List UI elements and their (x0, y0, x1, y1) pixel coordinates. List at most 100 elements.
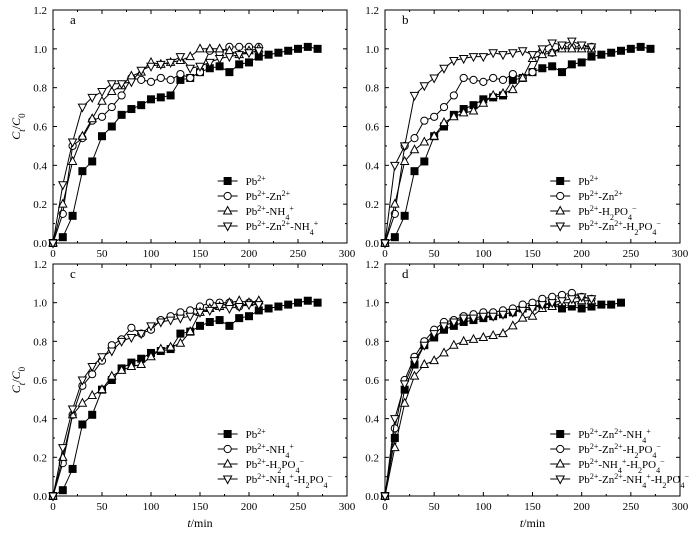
data-point (78, 167, 87, 176)
data-point (205, 318, 214, 326)
series-4 (380, 37, 597, 249)
data-point (577, 58, 586, 67)
legend-marker (556, 177, 565, 185)
data-point (469, 75, 478, 85)
data-point (517, 72, 528, 82)
x-tick-label: 250 (623, 501, 640, 513)
data-point (204, 43, 215, 53)
y-tick-label: 0.2 (365, 452, 379, 464)
data-point (409, 144, 420, 154)
data-point (390, 198, 400, 208)
data-point (517, 306, 528, 316)
data-point (165, 58, 176, 68)
data-point (577, 304, 586, 313)
data-point (88, 157, 97, 166)
x-tick-label: 250 (623, 248, 640, 260)
data-point (409, 91, 420, 101)
x-tick-label: 200 (573, 501, 590, 513)
legend-marker (556, 191, 565, 201)
data-point (98, 132, 106, 141)
legend-label: Pb2+-Zn2+ (246, 189, 291, 204)
data-point (547, 47, 558, 57)
data-point (57, 444, 68, 454)
data-point (527, 51, 538, 61)
data-point (449, 339, 459, 349)
data-point (429, 355, 439, 365)
data-point (313, 298, 322, 307)
y-axis-title: Ct/C0 (9, 366, 27, 393)
data-point (586, 295, 597, 305)
data-point (380, 239, 390, 249)
legend-marker (223, 177, 232, 185)
data-point (166, 75, 175, 85)
data-point (175, 53, 186, 63)
legend-label: Pb2+-H2PO4− (578, 204, 637, 222)
data-point (106, 347, 117, 357)
x-tick-label: 150 (524, 501, 541, 513)
data-point (165, 316, 176, 326)
legend-label: Pb2+-NH4+-H2PO4− (578, 457, 665, 475)
data-point (127, 105, 136, 114)
y-axis-title: Ct/C0 (9, 113, 27, 140)
data-point (399, 380, 410, 390)
data-point (449, 318, 459, 328)
data-point (264, 304, 273, 313)
data-point (399, 142, 410, 152)
data-point (617, 46, 625, 55)
series-line (52, 300, 318, 497)
legend: Pb2+-Zn2+-NH4+Pb2+-Zn2+-H2PO4−Pb2+-NH4+-… (550, 427, 689, 490)
data-point (245, 312, 253, 321)
data-point (498, 87, 508, 97)
x-tick-label: 0 (382, 248, 388, 260)
x-tick-label: 0 (50, 248, 56, 260)
y-tick-label: 0.4 (33, 414, 47, 426)
y-tick-label: 0.0 (33, 238, 47, 250)
data-point (478, 312, 489, 322)
x-tick-label: 50 (97, 248, 109, 260)
data-point (527, 310, 538, 320)
data-point (195, 308, 205, 318)
data-point (195, 43, 205, 53)
y-tick-label: 1.2 (365, 259, 379, 271)
data-point (558, 68, 566, 77)
data-point (498, 310, 508, 320)
data-point (410, 167, 419, 176)
legend-label: Pb2+-Zn2+-NH4+-H2PO4− (578, 472, 689, 490)
data-point (420, 157, 429, 166)
series-line (52, 46, 318, 244)
data-point (419, 358, 430, 369)
data-point (566, 37, 577, 47)
data-point (409, 357, 420, 367)
data-point (214, 55, 225, 65)
data-point (185, 51, 196, 61)
y-tick-label: 0.6 (365, 375, 379, 387)
data-point (78, 420, 87, 429)
legend-label: Pb2+-NH4+ (246, 204, 295, 222)
legend-label: Pb2+-Zn2+-H2PO4− (578, 442, 661, 460)
y-tick-label: 0.4 (33, 160, 47, 172)
data-point (235, 314, 244, 323)
panel-c: 0 50 100 150 200 250 300 0.0 0.2 0.4 0.6 0.8 1.0 1.2 c… (33, 259, 356, 513)
data-point (274, 302, 283, 311)
data-point (508, 308, 518, 318)
data-point (185, 326, 196, 336)
x-tick-label: 150 (192, 248, 209, 260)
data-point (234, 303, 245, 313)
data-point (468, 53, 479, 63)
series-line (384, 40, 592, 244)
data-point (77, 376, 88, 386)
data-point (146, 351, 156, 361)
x-tick-label: 100 (143, 501, 160, 513)
panel-letter: b (402, 12, 409, 27)
legend: Pb2+Pb2+-Zn2+Pb2+-NH4+Pb2+-Zn2+-NH4+ (217, 174, 319, 237)
data-point (196, 321, 204, 330)
x-tick-label: 100 (143, 248, 160, 260)
data-point (146, 77, 156, 86)
data-point (607, 300, 616, 309)
series-4 (48, 47, 264, 249)
data-point (67, 405, 78, 415)
data-point (156, 73, 165, 83)
data-point (58, 233, 67, 242)
data-point (576, 41, 587, 51)
